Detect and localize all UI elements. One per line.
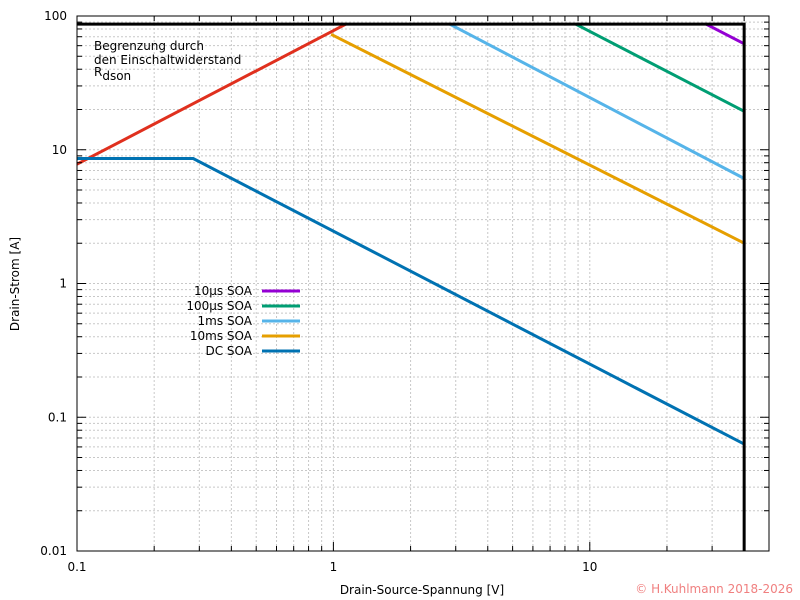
series-line [705,22,745,46]
annotation-line2: den Einschaltwiderstand [94,53,241,67]
y-tick-label: 100 [44,9,67,23]
y-tick-label: 1 [59,277,67,291]
y-tick-label: 10 [52,143,67,157]
y-tick-label: 0.1 [48,410,67,424]
x-tick-label: 10 [582,560,597,574]
series-line [330,32,745,245]
annotation-line3: Rdson [94,65,131,83]
x-tick-label: 1 [330,560,338,574]
legend-label: 100µs SOA [186,299,252,313]
limit-boundary [77,22,746,551]
series-line [574,22,745,113]
limit-lines [77,22,746,551]
grid [77,16,769,551]
series-lines [76,22,745,446]
y-tick-label: 0.01 [40,544,67,558]
annotation-line1: Begrenzung durch [94,39,204,53]
legend-label: 10µs SOA [194,284,253,298]
x-tick-label: 0.1 [67,560,86,574]
legend-label: 1ms SOA [198,314,253,328]
series-line [77,157,745,446]
legend-label: DC SOA [206,344,253,358]
legend-label: 10ms SOA [190,329,253,343]
x-axis-label: Drain-Source-Spannung [V] [340,583,504,597]
series-line [448,22,745,180]
series-line [76,22,347,166]
copyright: © H.Kuhlmann 2018-2026 [635,582,793,596]
y-axis-label: Drain-Strom [A] [8,237,22,331]
